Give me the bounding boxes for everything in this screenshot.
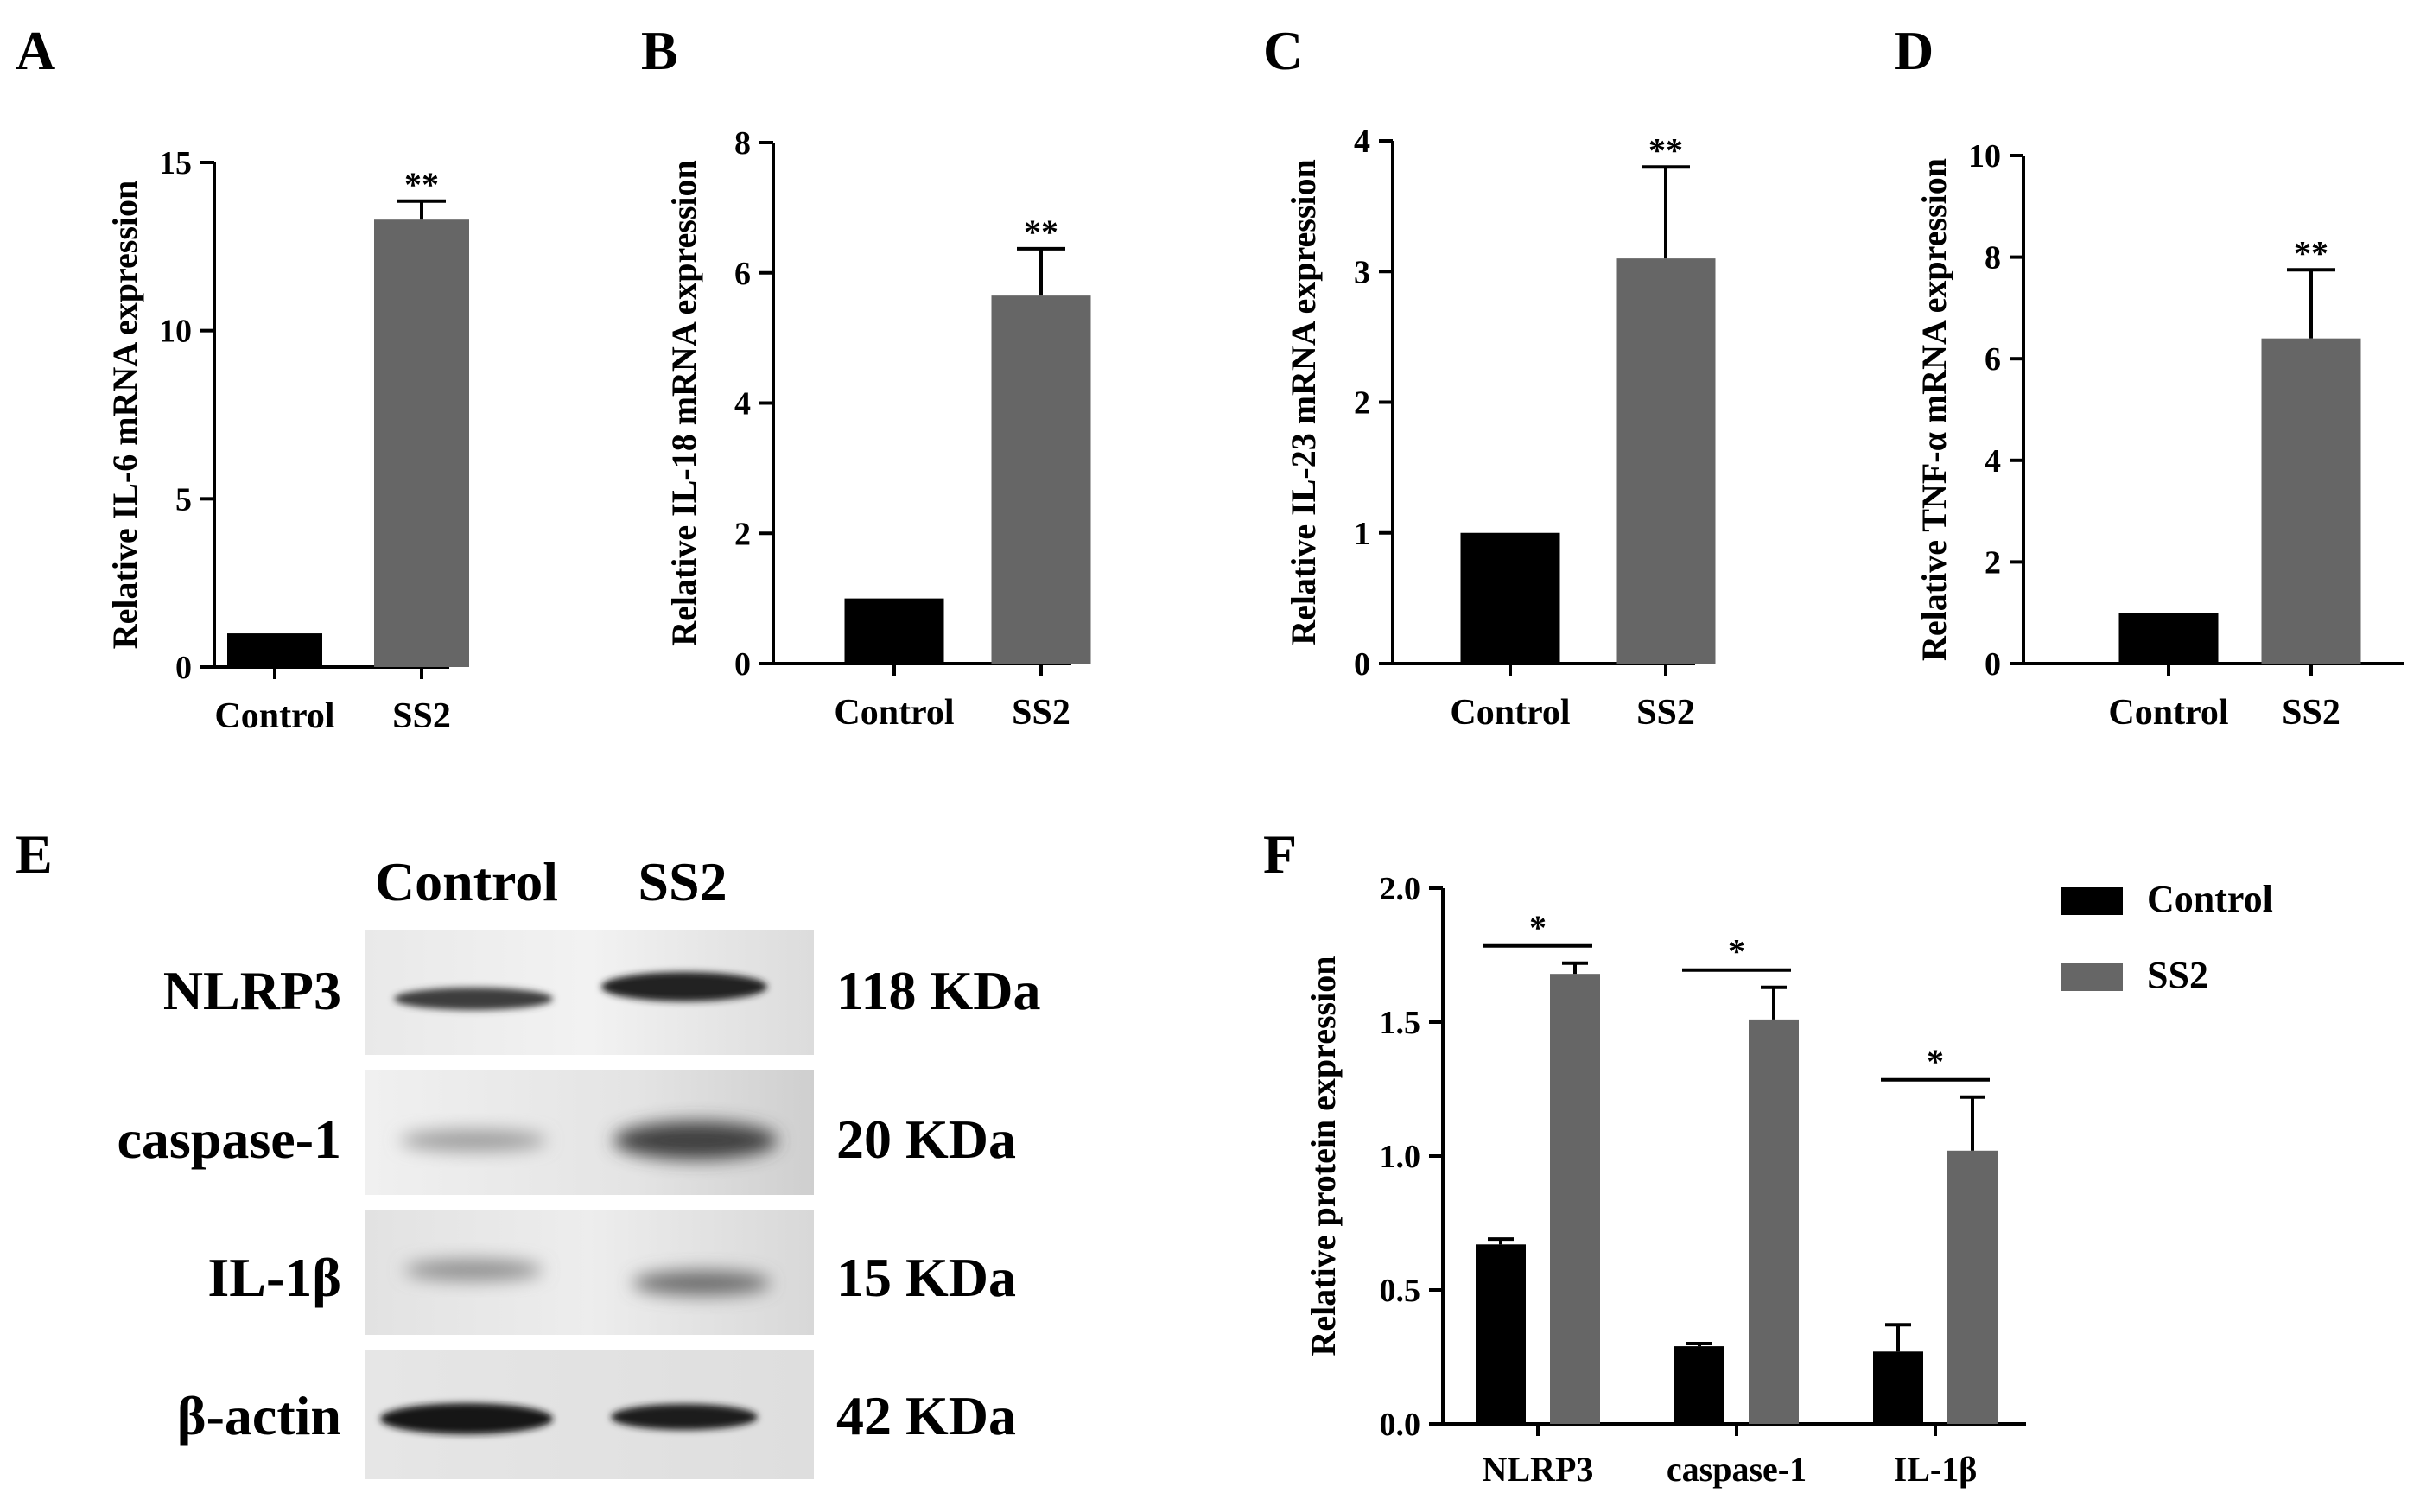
chart-panel-d: 0 2 4 6 8 10 Relative TNF-α mRNA expression Con…	[1915, 138, 2404, 733]
y-tick-label-c: 2	[1354, 385, 1370, 422]
y-tick-label-c: 0	[1354, 646, 1370, 683]
band-caspase-1-control	[400, 1130, 547, 1151]
y-tick-label-c: 4	[1354, 124, 1370, 160]
bar-d-control	[2118, 613, 2219, 664]
y-tick-label-f: 1.0	[1380, 1139, 1421, 1175]
y-tick-label-d: 4	[1985, 443, 2001, 480]
panel-letter-e: E	[16, 823, 53, 885]
x-tick-label-a-ss2: SS2	[392, 696, 451, 736]
y-tick-label-d: 2	[1985, 544, 2001, 581]
band-beta-actin-ss2	[611, 1404, 758, 1430]
significance-marker-f-caspase-1: *	[1728, 932, 1745, 971]
panel-letter-a: A	[16, 20, 55, 81]
bar-f-nlrp3-control	[1476, 1244, 1526, 1424]
bar-f-caspase-1-ss2	[1749, 1019, 1799, 1424]
protein-label-beta-actin: β-actin	[177, 1385, 341, 1446]
significance-marker-d: **	[2294, 233, 2328, 272]
y-tick-label-c: 3	[1354, 254, 1370, 290]
y-tick-label-b: 2	[734, 516, 751, 552]
bar-c-control	[1460, 532, 1560, 664]
y-axis-title-c: Relative IL-23 mRNA expression	[1284, 159, 1323, 645]
lane-label-control: Control	[375, 851, 558, 912]
y-tick-label-d: 10	[1968, 138, 2001, 175]
legend-label-ss2: SS2	[2147, 954, 2208, 996]
band-il-1b-control	[404, 1260, 543, 1280]
band-nlrp3-control	[394, 988, 553, 1010]
y-tick-label-d: 0	[1985, 646, 2001, 683]
panel-letter-b: B	[641, 20, 678, 81]
band-nlrp3-ss2	[601, 972, 767, 1001]
y-tick-label-a: 15	[159, 145, 192, 181]
y-axis-title-f: Relative protein expression	[1304, 956, 1343, 1356]
y-tick-label-b: 6	[734, 256, 751, 292]
x-tick-label-d-ss2: SS2	[2282, 693, 2341, 733]
significance-marker-f-il-1b: *	[1927, 1042, 1944, 1081]
x-tick-label-d-control: Control	[2108, 693, 2228, 733]
significance-marker-b: **	[1024, 213, 1058, 251]
significance-marker-a: **	[404, 165, 439, 204]
bar-b-ss2	[991, 295, 1091, 664]
x-tick-label-b-control: Control	[834, 693, 954, 733]
protein-label-il-1b: IL-1β	[207, 1247, 341, 1308]
y-tick-label-d: 6	[1985, 341, 2001, 378]
bar-a-ss2	[374, 219, 469, 668]
bar-b-control	[844, 598, 944, 664]
chart-panel-a: 0 5 10 15 Relative IL-6 mRNA expression Contr…	[105, 145, 469, 736]
lane-label-ss2: SS2	[638, 851, 727, 912]
y-tick-label-f: 0.5	[1380, 1273, 1421, 1309]
x-tick-label-c-control: Control	[1450, 693, 1570, 733]
band-il-1b-ss2	[632, 1271, 771, 1295]
chart-panel-c: 0 1 2 3 4 Relative IL-23 mRNA expression Contr…	[1284, 124, 1716, 733]
y-tick-label-d: 8	[1985, 240, 2001, 276]
y-tick-label-b: 0	[734, 646, 751, 683]
band-beta-actin-control	[380, 1403, 553, 1434]
y-tick-label-c: 1	[1354, 516, 1370, 552]
legend-label-control: Control	[2147, 878, 2273, 920]
panel-letter-d: D	[1894, 20, 1934, 81]
size-label-beta-actin: 42 KDa	[836, 1385, 1016, 1446]
x-tick-label-f-nlrp3: NLRP3	[1483, 1450, 1594, 1489]
protein-label-caspase-1: caspase-1	[117, 1109, 341, 1170]
y-tick-label-a: 10	[159, 314, 192, 350]
bar-f-il-1b-control	[1873, 1351, 1923, 1424]
legend-swatch-ss2	[2061, 963, 2123, 991]
y-tick-label-b: 8	[734, 125, 751, 162]
panel-letter-c: C	[1263, 20, 1303, 81]
significance-marker-c: **	[1648, 130, 1683, 169]
chart-panel-f: 0.0 0.5 1.0 1.5 2.0 Relative protein expressi…	[1304, 871, 2273, 1489]
band-caspase-1-ss2	[613, 1121, 778, 1159]
x-tick-label-b-ss2: SS2	[1012, 693, 1070, 733]
bar-f-nlrp3-ss2	[1550, 974, 1600, 1424]
y-axis-title-a: Relative IL-6 mRNA expression	[105, 181, 144, 650]
y-axis-title-d: Relative TNF-α mRNA expression	[1915, 158, 1953, 661]
western-blot: Control SS2 NLRP3 118 KDa caspase-1 20 K…	[117, 851, 1040, 1479]
legend-swatch-control	[2061, 887, 2123, 915]
y-tick-label-a: 0	[175, 650, 192, 686]
y-tick-label-f: 1.5	[1380, 1005, 1421, 1041]
x-tick-label-a-control: Control	[214, 696, 334, 736]
size-label-nlrp3: 118 KDa	[836, 960, 1040, 1021]
bar-d-ss2	[2261, 338, 2361, 664]
x-tick-label-f-il-1b: IL-1β	[1894, 1450, 1978, 1489]
bar-f-il-1b-ss2	[1947, 1150, 1998, 1424]
y-tick-label-f: 0.0	[1380, 1407, 1421, 1443]
y-tick-label-b: 4	[734, 386, 751, 422]
significance-marker-f-nlrp3: *	[1529, 908, 1547, 947]
protein-label-nlrp3: NLRP3	[163, 960, 341, 1021]
y-tick-label-f: 2.0	[1380, 871, 1421, 907]
bar-a-control	[227, 633, 322, 667]
y-axis-title-b: Relative IL-18 mRNA expression	[664, 160, 703, 646]
y-tick-label-a: 5	[175, 481, 192, 518]
size-label-caspase-1: 20 KDa	[836, 1109, 1016, 1170]
bar-f-caspase-1-control	[1674, 1346, 1724, 1424]
x-tick-label-f-caspase-1: caspase-1	[1667, 1450, 1807, 1489]
x-tick-label-c-ss2: SS2	[1636, 693, 1695, 733]
size-label-il-1b: 15 KDa	[836, 1247, 1016, 1308]
chart-panel-b: 0 2 4 6 8 Relative IL-18 mRNA expression Contr…	[664, 125, 1091, 733]
bar-c-ss2	[1616, 258, 1716, 664]
panel-letter-f: F	[1263, 823, 1297, 885]
